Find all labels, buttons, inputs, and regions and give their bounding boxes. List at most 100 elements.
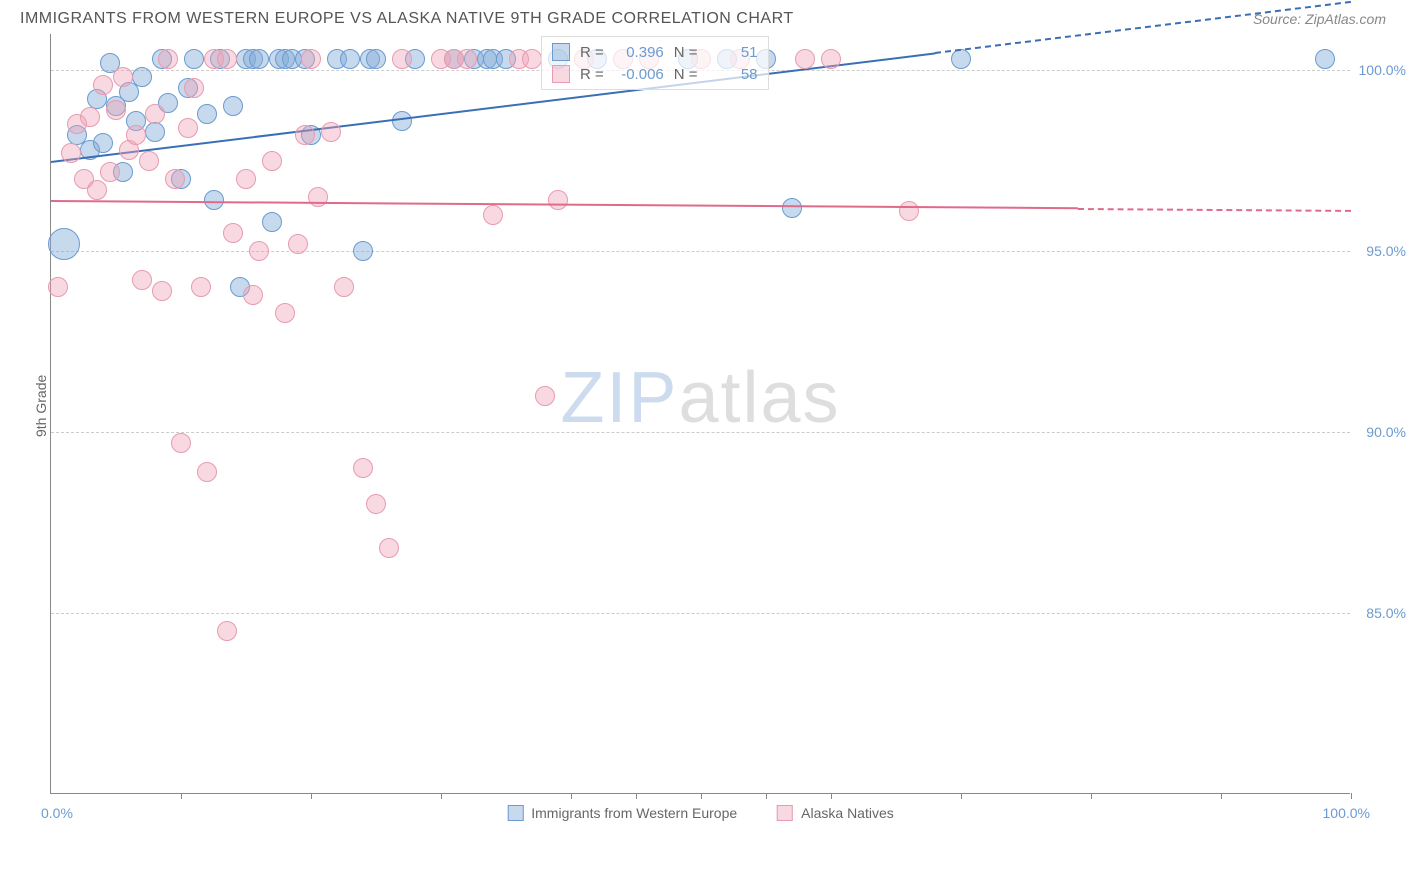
scatter-point (275, 303, 295, 323)
chart-container: 9th Grade ZIPatlas R = 0.396 N = 51 R = … (50, 34, 1386, 824)
scatter-point (126, 125, 146, 145)
scatter-point (522, 49, 542, 69)
scatter-point (951, 49, 971, 69)
y-tick-label: 85.0% (1354, 605, 1406, 621)
x-tick (1351, 793, 1352, 799)
x-tick (571, 793, 572, 799)
x-tick (766, 793, 767, 799)
scatter-point (132, 270, 152, 290)
legend-r-label: R = (580, 44, 604, 61)
legend-label: Alaska Natives (801, 805, 894, 821)
legend-n-label: N = (674, 44, 698, 61)
scatter-point (353, 241, 373, 261)
x-tick (1091, 793, 1092, 799)
scatter-point (334, 277, 354, 297)
y-tick-label: 100.0% (1354, 62, 1406, 78)
scatter-point (165, 169, 185, 189)
x-tick (701, 793, 702, 799)
gridline (51, 432, 1350, 433)
scatter-point (379, 538, 399, 558)
scatter-point (93, 133, 113, 153)
x-axis-max-label: 100.0% (1323, 805, 1370, 821)
x-tick (636, 793, 637, 799)
scatter-point (821, 49, 841, 69)
scatter-point (353, 458, 373, 478)
scatter-point (145, 122, 165, 142)
x-tick (1221, 793, 1222, 799)
scatter-point (366, 494, 386, 514)
legend-swatch (777, 805, 793, 821)
scatter-point (139, 151, 159, 171)
chart-title: IMMIGRANTS FROM WESTERN EUROPE VS ALASKA… (20, 10, 794, 28)
scatter-point (392, 111, 412, 131)
scatter-point (106, 100, 126, 120)
legend-swatch (507, 805, 523, 821)
gridline (51, 613, 1350, 614)
scatter-point (223, 96, 243, 116)
legend-stats-row: R = -0.006 N = 58 (552, 63, 758, 85)
scatter-point (340, 49, 360, 69)
legend-r-value: 0.396 (614, 44, 664, 61)
scatter-point (80, 107, 100, 127)
legend-stats-row: R = 0.396 N = 51 (552, 41, 758, 63)
scatter-point (158, 49, 178, 69)
scatter-point (223, 223, 243, 243)
scatter-point (87, 180, 107, 200)
watermark-part2: atlas (678, 358, 840, 438)
scatter-point (295, 125, 315, 145)
chart-source: Source: ZipAtlas.com (1253, 11, 1386, 27)
legend-r-value: -0.006 (614, 66, 664, 83)
scatter-point (152, 281, 172, 301)
scatter-point (288, 234, 308, 254)
x-axis-min-label: 0.0% (41, 805, 73, 821)
scatter-point (184, 78, 204, 98)
legend-r-label: R = (580, 66, 604, 83)
scatter-point (483, 205, 503, 225)
scatter-point (48, 277, 68, 297)
chart-header: IMMIGRANTS FROM WESTERN EUROPE VS ALASKA… (0, 0, 1406, 34)
scatter-point (457, 49, 477, 69)
scatter-point (48, 228, 80, 260)
x-tick (961, 793, 962, 799)
x-tick (181, 793, 182, 799)
scatter-point (236, 169, 256, 189)
legend-n-label: N = (674, 66, 698, 83)
scatter-point (1315, 49, 1335, 69)
scatter-point (899, 201, 919, 221)
legend-item: Alaska Natives (777, 805, 894, 821)
scatter-point (321, 122, 341, 142)
legend-n-value: 51 (708, 44, 758, 61)
scatter-point (113, 67, 133, 87)
scatter-point (548, 190, 568, 210)
x-tick (441, 793, 442, 799)
scatter-point (217, 49, 237, 69)
scatter-point (197, 104, 217, 124)
scatter-point (535, 386, 555, 406)
scatter-point (145, 104, 165, 124)
scatter-point (61, 143, 81, 163)
scatter-point (795, 49, 815, 69)
scatter-point (243, 285, 263, 305)
scatter-point (262, 212, 282, 232)
scatter-point (100, 162, 120, 182)
x-tick (311, 793, 312, 799)
y-axis-label: 9th Grade (33, 375, 49, 437)
scatter-point (93, 75, 113, 95)
legend-swatch-pink (552, 65, 570, 83)
legend-bottom: Immigrants from Western Europe Alaska Na… (507, 805, 894, 821)
scatter-point (262, 151, 282, 171)
legend-swatch-blue (552, 43, 570, 61)
legend-item: Immigrants from Western Europe (507, 805, 737, 821)
scatter-point (191, 277, 211, 297)
legend-n-value: 58 (708, 66, 758, 83)
scatter-point (217, 621, 237, 641)
gridline (51, 251, 1350, 252)
scatter-point (392, 49, 412, 69)
y-tick-label: 90.0% (1354, 424, 1406, 440)
scatter-point (132, 67, 152, 87)
scatter-point (301, 49, 321, 69)
scatter-point (249, 49, 269, 69)
plot-area: ZIPatlas R = 0.396 N = 51 R = -0.006 N =… (50, 34, 1350, 794)
scatter-point (184, 49, 204, 69)
scatter-point (366, 49, 386, 69)
